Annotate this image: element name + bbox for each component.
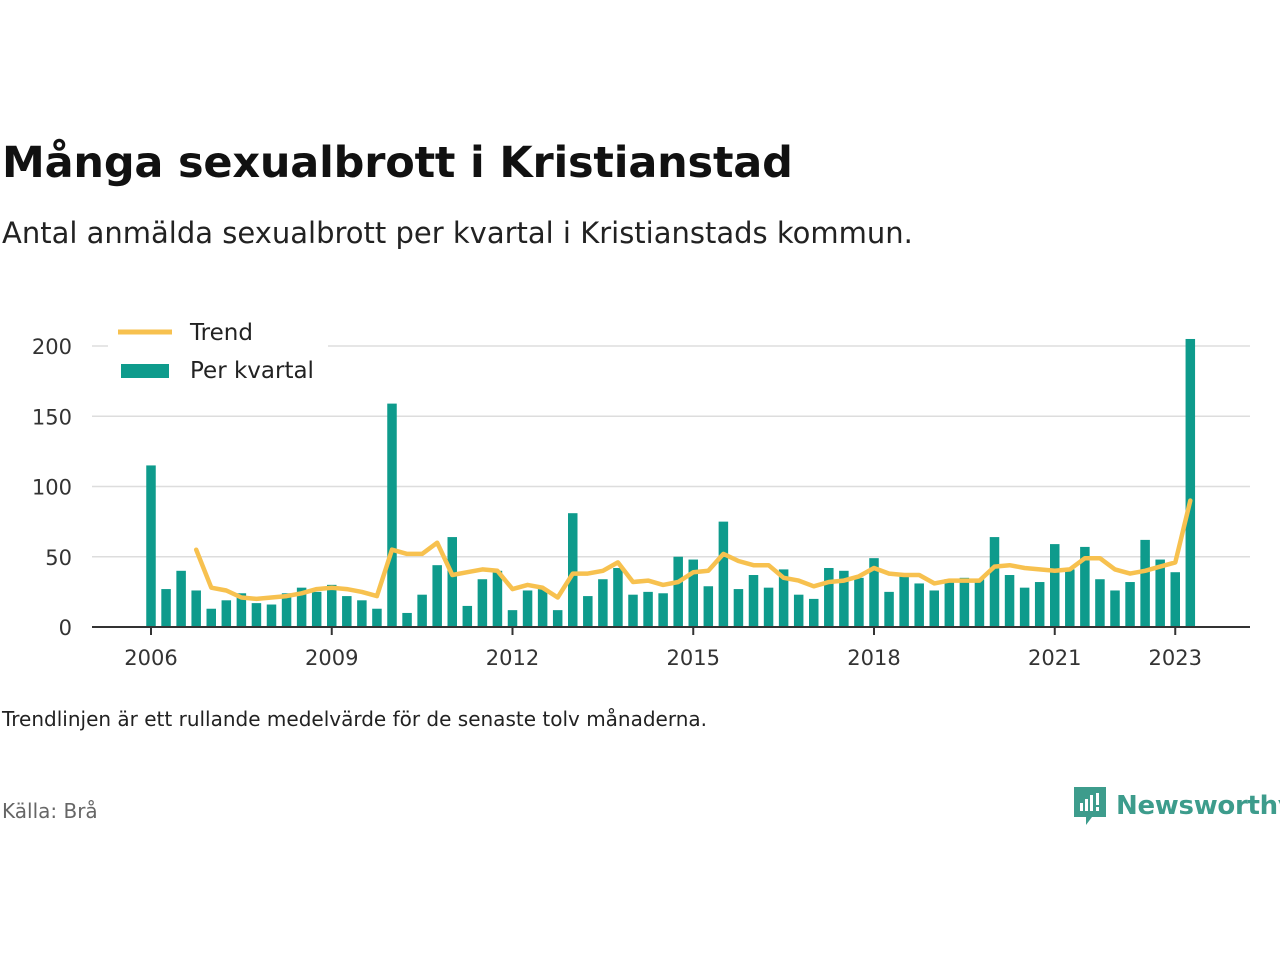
bar: [854, 577, 864, 627]
bar: [251, 603, 262, 627]
y-tick-label: 0: [59, 616, 72, 640]
bar: [1065, 569, 1075, 627]
bar: [914, 583, 924, 627]
y-tick-label: 100: [32, 476, 72, 500]
bar: [763, 587, 774, 627]
bar: [643, 591, 653, 627]
bar: [989, 537, 1000, 627]
axes: 0 50 100 150 200 2006 2009 2012 2015 2018 2021 2023: [32, 335, 1250, 670]
bar: [281, 593, 292, 627]
bar: [568, 513, 578, 627]
x-tick-label: 2006: [124, 646, 177, 670]
bar: [839, 570, 849, 627]
legend-bars-swatch: [121, 364, 169, 378]
bar: [673, 556, 683, 627]
bar: [1004, 575, 1015, 627]
x-tick-label: 2012: [486, 646, 539, 670]
bar: [387, 403, 397, 627]
bar: [718, 521, 729, 627]
bar: [447, 537, 457, 627]
footnote: Trendlinjen är ett rullande medelvärde f…: [2, 707, 708, 731]
bar: [342, 596, 352, 627]
bar: [266, 604, 277, 627]
bar: [296, 587, 307, 627]
bar: [327, 584, 337, 627]
bar: [793, 594, 804, 627]
bar: [357, 600, 367, 627]
x-tick-label: 2021: [1028, 646, 1081, 670]
bar: [1185, 338, 1196, 627]
bar: [598, 579, 608, 627]
bar: [658, 593, 668, 627]
bar: [221, 600, 232, 627]
bar: [703, 586, 714, 627]
y-tick-label: 200: [32, 335, 72, 359]
bar: [176, 570, 186, 627]
bar: [1110, 590, 1120, 627]
chart-subtitle: Antal anmälda sexualbrott per kvartal i …: [2, 216, 913, 250]
bar: [552, 610, 563, 627]
bar: [1170, 572, 1180, 627]
legend-trend-label: Trend: [189, 320, 253, 346]
newsworthy-logo[interactable]: Newsworthy: [1072, 784, 1280, 828]
bar: [522, 590, 533, 627]
bar: [146, 465, 156, 627]
bar: [974, 579, 985, 627]
bar: [1140, 539, 1150, 627]
bar: [1050, 544, 1060, 627]
y-tick-label: 150: [32, 405, 72, 429]
bar: [191, 590, 201, 627]
y-tick-label: 50: [45, 546, 72, 570]
x-tick-label: 2023: [1149, 646, 1202, 670]
bar: [899, 573, 909, 627]
bar: [402, 612, 412, 627]
bar: [477, 579, 488, 627]
x-tick-label: 2015: [667, 646, 720, 670]
bar: [492, 570, 503, 627]
bar: [688, 559, 698, 627]
bar: [432, 565, 442, 627]
bar: [537, 589, 548, 627]
bar: [869, 558, 879, 627]
bar-line-chart: 0 50 100 150 200 2006 2009 2012 2015 2018 2021 2023…: [32, 314, 1250, 670]
bar: [462, 605, 473, 627]
bar: [161, 589, 171, 627]
source-credit: Källa: Brå: [2, 799, 98, 823]
bar: [929, 590, 939, 627]
bar: [206, 608, 216, 627]
x-tick-label: 2009: [305, 646, 358, 670]
bar: [507, 610, 518, 627]
trend-line-group: [193, 498, 1193, 602]
bar: [1125, 582, 1135, 627]
trend-line: [193, 498, 1193, 602]
newsworthy-logo-icon: [1074, 787, 1106, 825]
legend: Trend Per kvartal: [108, 314, 328, 396]
bar: [778, 569, 789, 627]
brand-name: Newsworthy: [1116, 791, 1280, 821]
bar: [1155, 559, 1165, 627]
bar: [311, 591, 322, 627]
legend-bars-label: Per kvartal: [190, 358, 314, 384]
bar: [417, 594, 427, 627]
bar: [236, 593, 247, 627]
bar: [1019, 587, 1030, 627]
bar: [1034, 582, 1045, 627]
bar: [824, 567, 834, 627]
bar: [1080, 546, 1090, 627]
bar: [372, 608, 382, 627]
bar: [733, 589, 744, 627]
bar: [944, 579, 955, 627]
bar: [613, 567, 623, 627]
bar: [884, 591, 894, 627]
bar: [959, 577, 970, 627]
legend-background: [108, 314, 328, 396]
chart-title: Många sexualbrott i Kristianstad: [2, 138, 793, 188]
x-tick-label: 2018: [847, 646, 900, 670]
bar: [583, 596, 593, 627]
bars: [146, 338, 1196, 627]
bar: [1095, 579, 1105, 627]
bar: [809, 598, 819, 627]
bar: [628, 594, 638, 627]
bar: [748, 575, 759, 627]
